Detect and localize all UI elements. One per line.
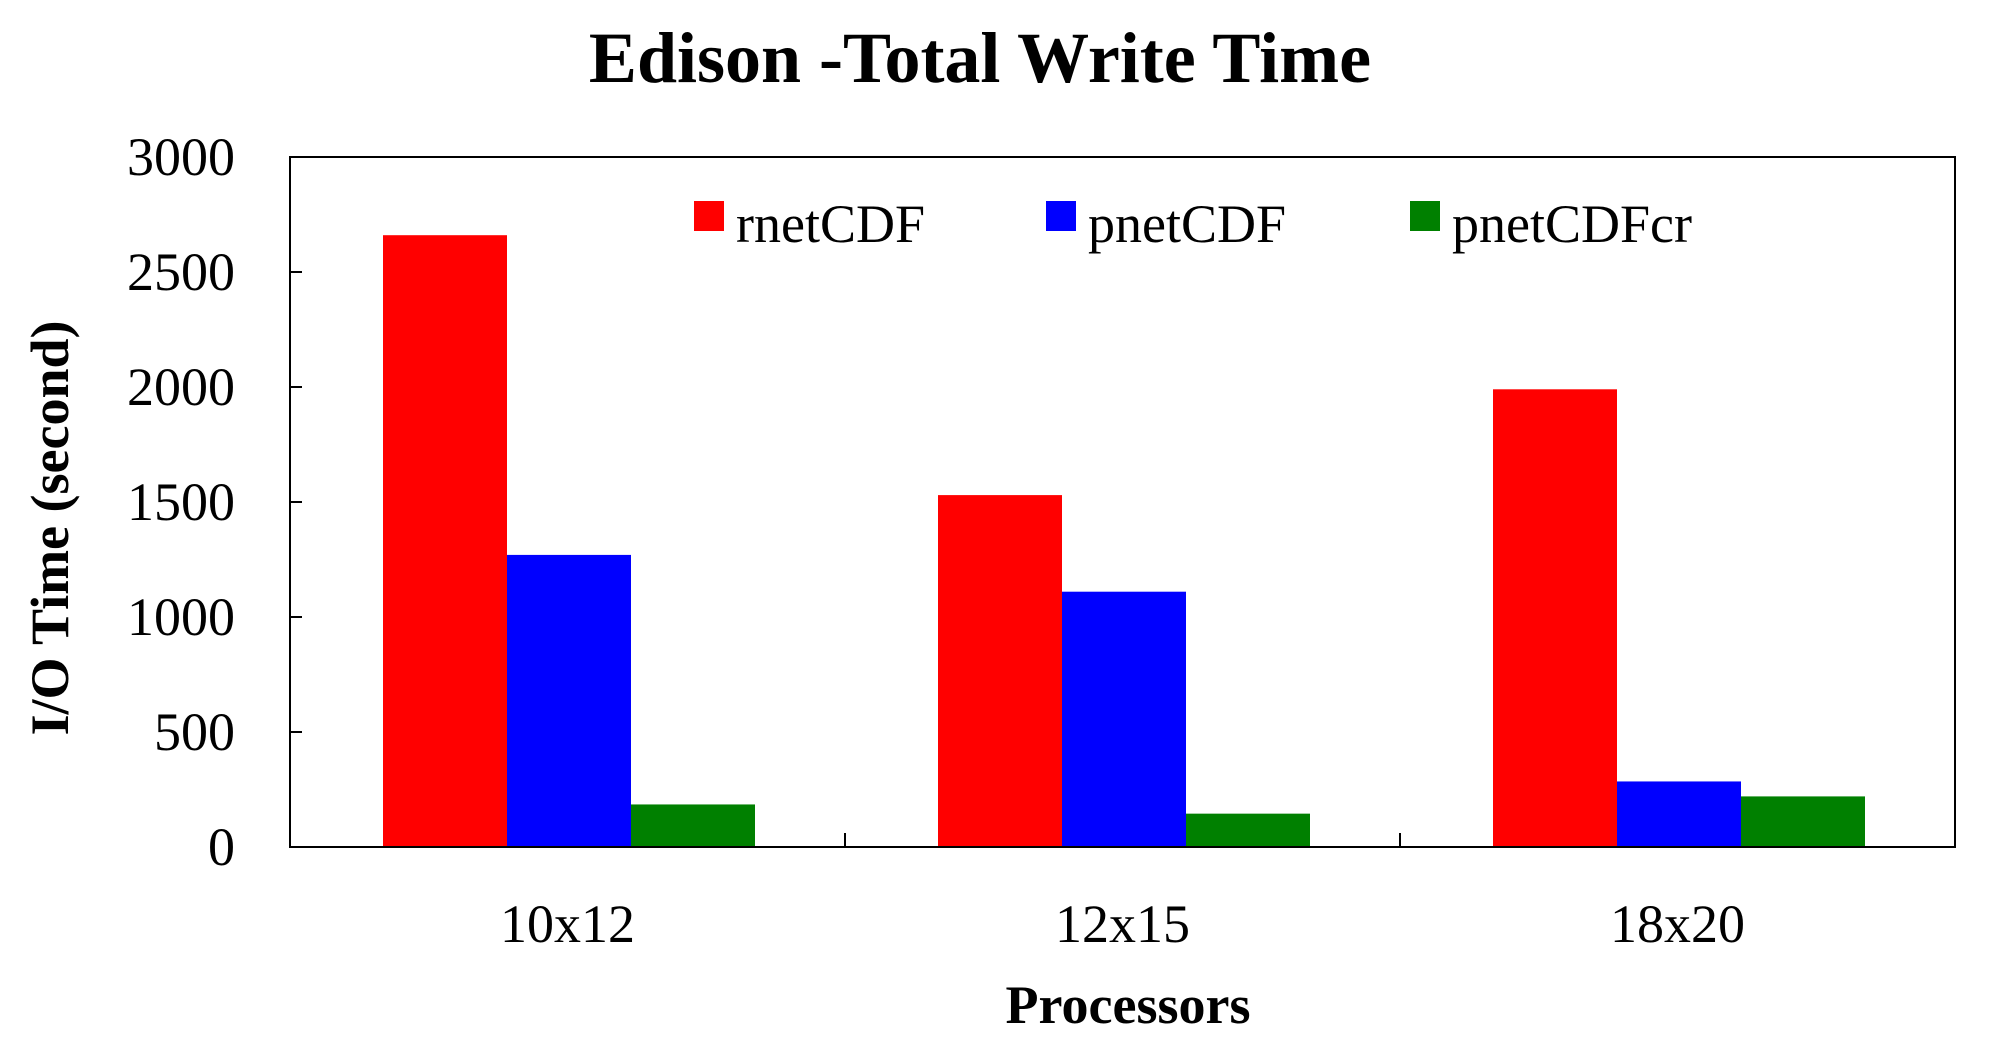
bar-pnetCDF-12x15	[1062, 591, 1186, 847]
y-tick-label: 2000	[127, 357, 235, 417]
y-tick-label: 1500	[127, 472, 235, 532]
bar-pnetCDFcr-18x20	[1741, 796, 1865, 847]
bar-rnetCDF-18x20	[1493, 389, 1617, 847]
y-tick-label: 2500	[127, 242, 235, 302]
bar-pnetCDF-18x20	[1617, 781, 1741, 847]
x-axis-label: Processors	[1006, 975, 1251, 1035]
legend-label-pnetCDFcr: pnetCDFcr	[1452, 194, 1692, 254]
legend-swatch-pnetCDFcr	[1410, 201, 1440, 231]
x-tick-label-18x20: 18x20	[1610, 894, 1745, 954]
bar-pnetCDFcr-12x15	[1186, 813, 1310, 847]
x-tick-label-10x12: 10x12	[500, 894, 635, 954]
legend: rnetCDF pnetCDF pnetCDFcr	[694, 194, 1692, 254]
y-tick-label: 0	[208, 817, 235, 877]
y-tick-label: 500	[154, 702, 235, 762]
legend-swatch-pnetCDF	[1046, 201, 1076, 231]
legend-label-rnetCDF: rnetCDF	[736, 194, 925, 254]
bar-rnetCDF-12x15	[938, 495, 1062, 847]
bar-pnetCDF-10x12	[507, 554, 631, 847]
plot-area: 0 500 1000 1500 2000 2500 3000 10x12 12x15 18x20	[127, 127, 1956, 954]
x-tick-label-12x15: 12x15	[1055, 894, 1190, 954]
bar-pnetCDFcr-10x12	[631, 804, 755, 847]
bar-rnetCDF-10x12	[383, 235, 507, 847]
legend-label-pnetCDF: pnetCDF	[1088, 194, 1286, 254]
y-tick-label: 1000	[127, 587, 235, 647]
y-axis-label: I/O Time (second)	[20, 320, 80, 735]
legend-swatch-rnetCDF	[694, 201, 724, 231]
y-tick-label: 3000	[127, 127, 235, 187]
chart-title: Edison -Total Write Time	[589, 18, 1371, 98]
